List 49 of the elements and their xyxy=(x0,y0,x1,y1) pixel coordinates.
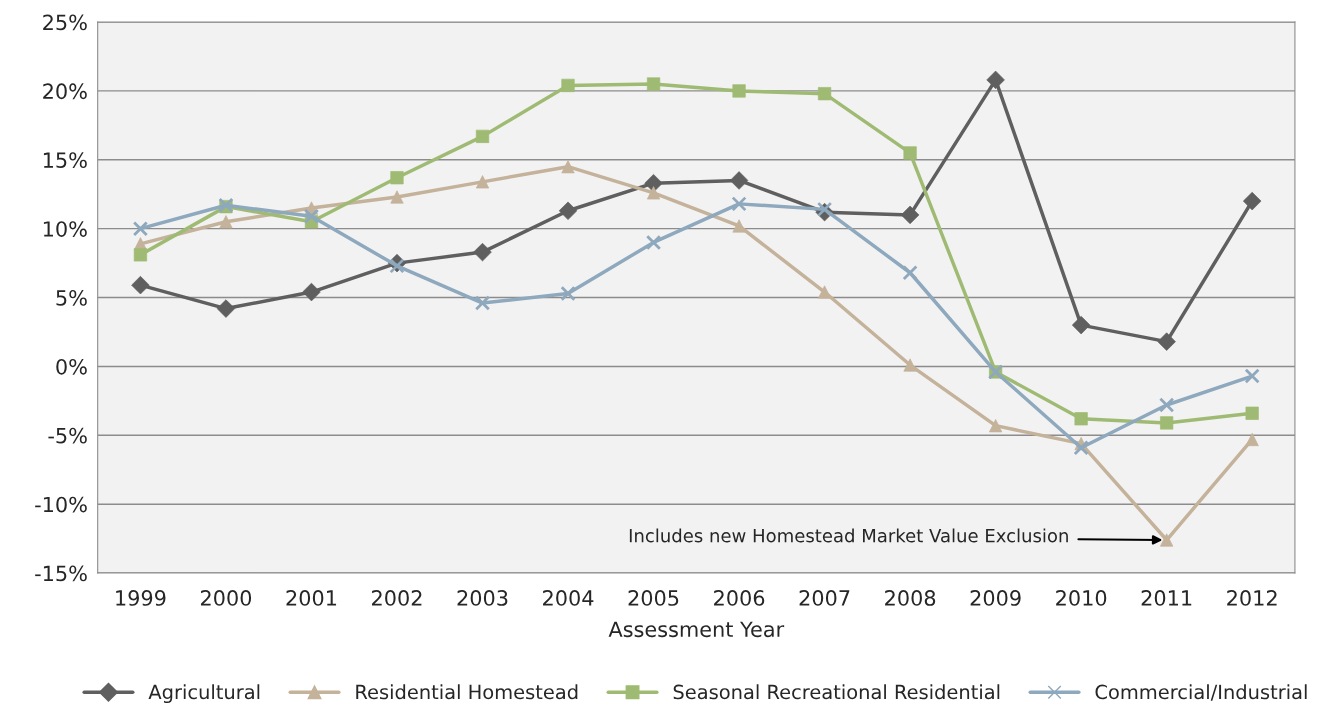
y-tick-label: -5% xyxy=(48,427,87,444)
x-tick-label: 2005 xyxy=(628,590,679,606)
y-tick-label: 0% xyxy=(56,358,87,375)
x-tick-label: 2006 xyxy=(714,590,765,606)
point xyxy=(389,258,405,274)
point xyxy=(1159,397,1175,413)
legend-label: Residential Homestead xyxy=(356,684,578,700)
legend-label: Commercial/Industrial xyxy=(1095,684,1307,701)
x-tick-label: 2009 xyxy=(970,590,1021,606)
y-tick-label: 10% xyxy=(43,221,87,237)
y-tick-label: 20% xyxy=(43,83,87,100)
point xyxy=(303,208,320,224)
x-tick-label: 2004 xyxy=(543,590,594,606)
point xyxy=(560,285,576,302)
x-tick-label: 2000 xyxy=(200,590,252,606)
point xyxy=(390,171,404,185)
x-tick-label: 2010 xyxy=(1056,590,1107,606)
point xyxy=(1244,368,1260,384)
y-tick-label: 15% xyxy=(43,152,87,169)
point xyxy=(816,201,833,218)
point xyxy=(731,196,747,212)
y-tick-label: 25% xyxy=(43,14,87,31)
x-tick-label: 2003 xyxy=(457,590,508,606)
point xyxy=(131,275,150,295)
legend-label: Seasonal Recreational Residential xyxy=(673,684,1000,700)
point xyxy=(561,78,575,93)
annotation: Includes new Homestead Market Value Exclusion xyxy=(629,528,1068,543)
y-tick-label: 5% xyxy=(56,290,87,306)
point xyxy=(645,234,662,251)
point xyxy=(216,299,236,318)
point xyxy=(729,171,749,190)
point xyxy=(558,201,578,220)
x-tick-label: 2007 xyxy=(799,590,850,606)
point xyxy=(1073,440,1089,456)
point xyxy=(474,295,491,311)
x-tick-label: 2012 xyxy=(1227,590,1277,606)
y-tick-label: -15% xyxy=(35,565,87,582)
x-tick-label: 1999 xyxy=(116,590,166,606)
point xyxy=(817,87,832,101)
point xyxy=(902,265,918,281)
point xyxy=(132,221,149,237)
x-tick-label: 2001 xyxy=(286,590,337,606)
x-tick-label: 2011 xyxy=(1141,590,1192,606)
y-tick-label: -10% xyxy=(35,496,87,513)
x-tick-label: 2002 xyxy=(372,590,422,606)
legend-label: Agricultural xyxy=(148,684,260,704)
point xyxy=(1245,406,1259,420)
x-tick-label: 2008 xyxy=(885,590,936,606)
x-axis-title: Assessment Year xyxy=(608,621,785,638)
